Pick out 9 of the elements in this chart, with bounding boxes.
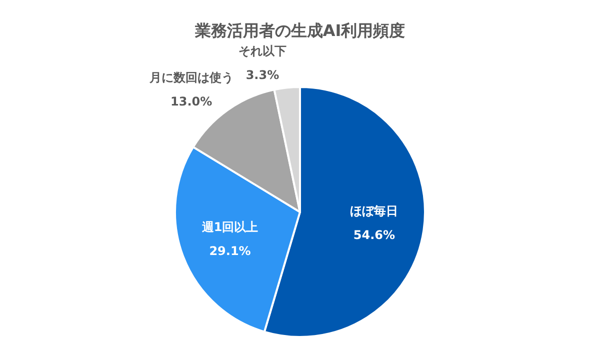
slice-label: ほぼ毎日 bbox=[350, 204, 398, 218]
data-label: 3.3% bbox=[246, 68, 280, 82]
slice-label: それ以下 bbox=[238, 44, 286, 58]
chart-title: 業務活用者の生成AI利用頻度 bbox=[194, 21, 406, 40]
slice-label: 週1回以上 bbox=[200, 220, 258, 234]
data-label: 54.6% bbox=[353, 228, 396, 242]
data-label: 29.1% bbox=[209, 244, 251, 258]
data-label: 13.0% bbox=[170, 94, 212, 109]
slice-label: 月に数回は使う bbox=[148, 70, 234, 85]
